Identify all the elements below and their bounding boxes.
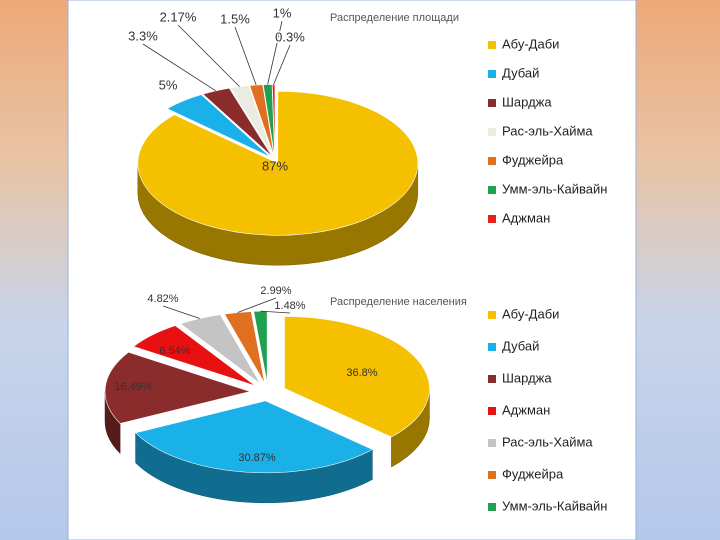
data-label: 2.99% — [260, 285, 291, 297]
legend-swatch — [488, 375, 496, 383]
legend-swatch — [488, 70, 496, 78]
slice — [284, 316, 430, 438]
legend-swatch — [488, 343, 496, 351]
leader-line — [260, 310, 291, 314]
legend-label: Умм-эль-Кайвайн — [502, 498, 607, 513]
legend-label: Аджман — [502, 210, 550, 225]
legend-swatch — [488, 41, 496, 49]
leader-line — [237, 297, 277, 313]
legend-label: Рас-эль-Хайма — [502, 434, 593, 449]
data-label: 0.3% — [275, 29, 305, 44]
chart-title: Распределение площади — [330, 12, 459, 24]
legend-swatch — [488, 439, 496, 447]
leader-line — [162, 305, 200, 319]
legend-swatch — [488, 311, 496, 319]
data-label: 87% — [262, 158, 288, 173]
slice — [104, 351, 252, 424]
legend-swatch — [488, 215, 496, 223]
legend-label: Умм-эль-Кайвайн — [502, 181, 607, 196]
legend-label: Дубай — [502, 65, 539, 80]
slice — [166, 94, 271, 158]
chart-title: Распределение населения — [330, 296, 467, 308]
data-label: 4.82% — [147, 293, 178, 305]
legend-label: Фуджейра — [502, 152, 564, 167]
legend-label: Абу-Даби — [502, 306, 559, 321]
data-label: 5% — [159, 77, 178, 92]
leader-line — [273, 44, 291, 85]
legend-label: Абу-Даби — [502, 36, 559, 51]
legend-label: Шарджа — [502, 370, 552, 385]
legend-swatch — [488, 99, 496, 107]
legend-swatch — [488, 157, 496, 165]
legend-label: Фуджейра — [502, 466, 564, 481]
legend-swatch — [488, 471, 496, 479]
leader-line — [177, 24, 240, 87]
leader-line — [234, 26, 257, 86]
legend-swatch — [488, 407, 496, 415]
slice — [134, 400, 374, 474]
slice — [179, 314, 261, 385]
leader-line — [142, 43, 216, 92]
data-label: 36.8% — [346, 367, 377, 379]
data-label: 1.48% — [274, 300, 305, 312]
legend-label: Шарджа — [502, 94, 552, 109]
legend-swatch — [488, 186, 496, 194]
legend-label: Аджман — [502, 402, 550, 417]
data-label: 1% — [273, 5, 292, 20]
legend-swatch — [488, 503, 496, 511]
legend-label: Рас-эль-Хайма — [502, 123, 593, 138]
data-label: 1.5% — [220, 11, 250, 26]
legend-swatch — [488, 128, 496, 136]
data-label: 30.87% — [238, 452, 276, 464]
data-label: 2.17% — [160, 9, 197, 24]
slice — [137, 90, 419, 236]
legend-label: Дубай — [502, 338, 539, 353]
slice — [132, 325, 256, 386]
data-label: 6.54% — [159, 345, 190, 357]
data-label: 16.49% — [114, 381, 152, 393]
data-label: 3.3% — [128, 28, 158, 43]
leader-line — [267, 20, 283, 85]
